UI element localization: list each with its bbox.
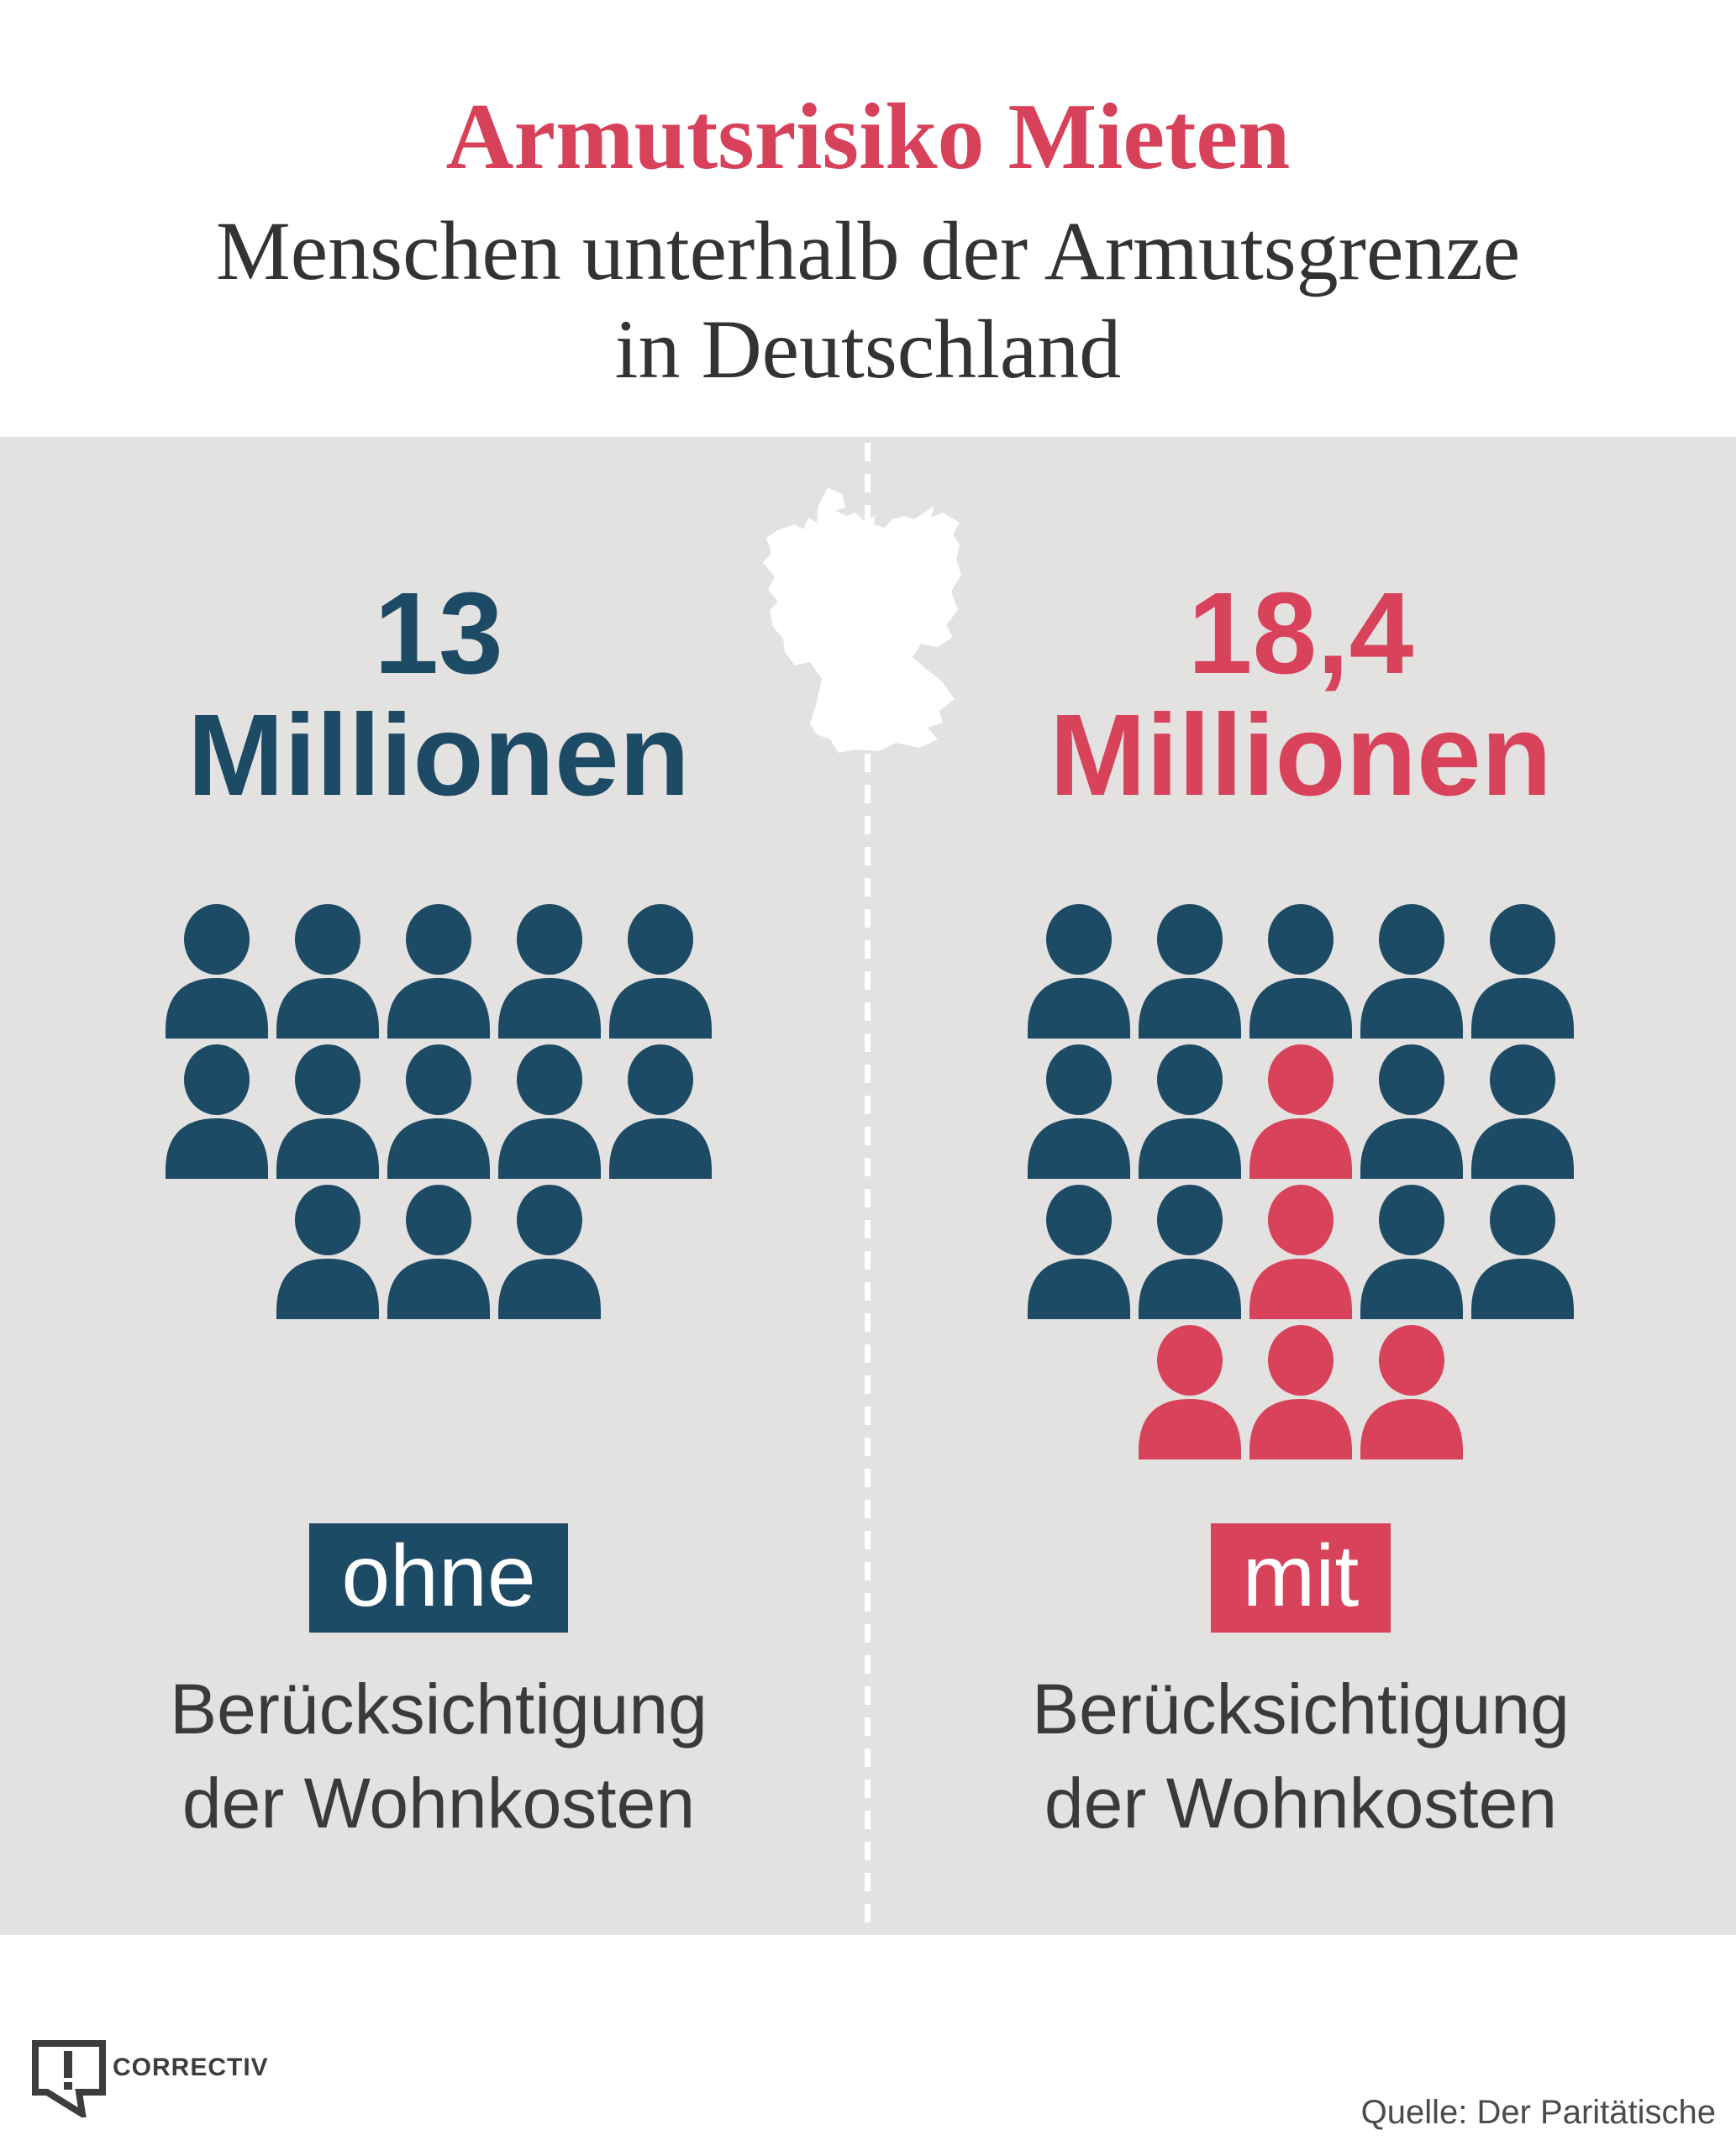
person-icon <box>608 904 713 1039</box>
person-row <box>161 904 716 1039</box>
germany-map-icon <box>763 487 961 753</box>
person-icon <box>1137 1185 1243 1319</box>
tag-left-wrap: ohne <box>161 1523 716 1633</box>
page-subtitle-line2: in Deutschland <box>614 302 1122 396</box>
tag-mit: mit <box>1210 1523 1391 1633</box>
person-icon <box>1137 1044 1243 1179</box>
caption-right: Berücksichtigung der Wohnkosten <box>981 1662 1620 1850</box>
person-row <box>1023 1185 1578 1319</box>
person-icon <box>1359 1325 1465 1459</box>
person-row <box>161 1185 716 1319</box>
stat-left-value: 13 <box>374 569 503 698</box>
stat-right-value: 18,4 <box>1187 569 1414 698</box>
person-icon <box>1470 1185 1576 1319</box>
caption-left: Berücksichtigung der Wohnkosten <box>119 1662 758 1850</box>
person-icon <box>497 904 602 1039</box>
dashed-divider <box>865 443 871 1929</box>
person-row <box>1023 1325 1578 1459</box>
person-icon <box>1248 1185 1354 1319</box>
person-icon <box>1248 1044 1354 1179</box>
page-subtitle-line1: Menschen unterhalb der Armutsgrenze <box>215 204 1521 297</box>
person-icon <box>275 1185 381 1319</box>
person-icon <box>275 1044 381 1179</box>
person-icon <box>1137 1325 1243 1459</box>
stat-left: 13 Millionen <box>161 573 716 817</box>
person-icon <box>1026 904 1132 1039</box>
person-icon <box>1470 1044 1576 1179</box>
person-icon <box>1026 1044 1132 1179</box>
stat-left-unit: Millionen <box>187 691 690 820</box>
stat-right-unit: Millionen <box>1049 691 1552 820</box>
tag-right-wrap: mit <box>1023 1523 1578 1633</box>
person-icon <box>1248 1325 1354 1459</box>
source-credit: Quelle: Der Paritätische <box>1360 2094 1716 2131</box>
person-icon <box>386 1185 492 1319</box>
person-icon <box>1026 1185 1132 1319</box>
person-row <box>1023 904 1578 1039</box>
page-title: Armutsrisiko Mieten <box>445 85 1291 189</box>
icon-grid-left <box>161 904 716 1325</box>
person-icon <box>164 904 270 1039</box>
stat-right: 18,4 Millionen <box>1023 573 1578 817</box>
correctiv-logo-text: CORRECTIV <box>113 2054 269 2081</box>
person-row <box>161 1044 716 1179</box>
person-icon <box>1359 1185 1465 1319</box>
caption-left-line1: Berücksichtigung <box>170 1670 708 1749</box>
icon-grid-right <box>1023 904 1578 1465</box>
person-icon <box>608 1044 713 1179</box>
person-icon <box>164 1044 270 1179</box>
person-icon <box>386 1044 492 1179</box>
caption-left-line2: der Wohnkosten <box>181 1764 696 1843</box>
person-icon <box>275 904 381 1039</box>
person-icon <box>1359 1044 1465 1179</box>
caption-right-line1: Berücksichtigung <box>1032 1670 1570 1749</box>
person-icon <box>1248 904 1354 1039</box>
person-icon <box>386 904 492 1039</box>
person-icon <box>497 1044 602 1179</box>
person-row <box>1023 1044 1578 1179</box>
person-icon <box>497 1185 602 1319</box>
person-icon <box>1470 904 1576 1039</box>
person-icon <box>1137 904 1243 1039</box>
page-subtitle: Menschen unterhalb der Armutsgrenze in D… <box>0 202 1736 398</box>
correctiv-logo-icon <box>32 2040 106 2117</box>
tag-ohne: ohne <box>309 1523 568 1633</box>
caption-right-line2: der Wohnkosten <box>1044 1764 1558 1843</box>
person-icon <box>1359 904 1465 1039</box>
